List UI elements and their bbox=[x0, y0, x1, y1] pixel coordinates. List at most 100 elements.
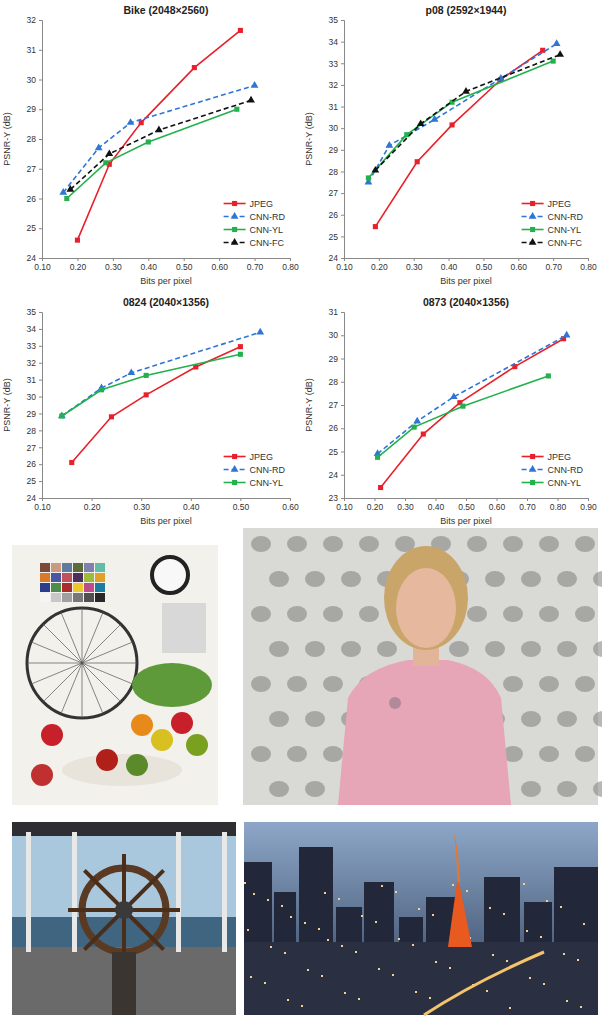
y-axis: 242526272829303132333435 bbox=[27, 307, 43, 503]
window-light bbox=[523, 883, 525, 885]
tick-mark bbox=[527, 498, 528, 501]
y-tick: 32 bbox=[329, 80, 344, 90]
face bbox=[396, 568, 456, 648]
tick-label: 0.50 bbox=[233, 502, 250, 512]
axis-line bbox=[39, 313, 43, 499]
y-tick: 32 bbox=[27, 15, 42, 25]
wallpaper-motif bbox=[323, 746, 343, 762]
window-light bbox=[327, 939, 329, 941]
window-light bbox=[452, 884, 454, 886]
tick-mark bbox=[39, 329, 42, 330]
x-tick: 0.50 bbox=[176, 258, 193, 272]
y-tick: 25 bbox=[27, 223, 42, 233]
tick-label: 26 bbox=[329, 210, 339, 220]
data-point bbox=[192, 65, 197, 70]
legend-marker bbox=[530, 454, 535, 459]
x-tick: 0.20 bbox=[367, 498, 384, 512]
legend-marker bbox=[530, 227, 535, 232]
legend-box bbox=[220, 447, 286, 492]
tick-label: 0.60 bbox=[511, 262, 528, 272]
window-post bbox=[72, 832, 77, 952]
tick-mark bbox=[290, 258, 291, 261]
x-tick: 0.20 bbox=[371, 258, 388, 272]
wheel-spoke bbox=[43, 624, 82, 663]
data-point bbox=[127, 118, 135, 125]
data-point bbox=[385, 141, 393, 148]
y-tick: 29 bbox=[27, 409, 42, 419]
wallpaper-motif bbox=[503, 606, 523, 622]
y-tick: 30 bbox=[27, 392, 42, 402]
window-light bbox=[395, 891, 397, 893]
y-tick: 24 bbox=[27, 253, 42, 263]
tick-label: 26 bbox=[27, 459, 37, 469]
x-tick: 0.10 bbox=[336, 258, 353, 272]
series-line bbox=[378, 335, 567, 454]
tick-mark bbox=[39, 20, 42, 21]
x-tick: 0.30 bbox=[133, 498, 150, 512]
tick-mark bbox=[341, 215, 344, 216]
window-light bbox=[270, 946, 272, 948]
tick-mark bbox=[436, 498, 437, 501]
tick-mark bbox=[405, 498, 406, 501]
legend-marker bbox=[231, 238, 239, 245]
tick-mark bbox=[449, 258, 450, 261]
window-light bbox=[560, 906, 562, 908]
data-point bbox=[64, 196, 69, 201]
bike-wheel bbox=[27, 608, 137, 718]
data-point bbox=[551, 59, 556, 64]
wallpaper-motif bbox=[251, 676, 271, 692]
tick-mark bbox=[255, 258, 256, 261]
wallpaper-motif bbox=[341, 641, 361, 657]
data-point bbox=[238, 344, 243, 349]
legend-marker bbox=[232, 480, 237, 485]
color-patch bbox=[73, 583, 83, 592]
tick-label: 28 bbox=[329, 377, 339, 387]
window-light bbox=[361, 915, 363, 917]
tick-label: 24 bbox=[329, 253, 339, 263]
color-patch bbox=[62, 593, 72, 602]
tick-label: 24 bbox=[329, 470, 339, 480]
tick-label: 33 bbox=[27, 341, 37, 351]
window-light bbox=[267, 899, 269, 901]
tick-label: 0.10 bbox=[336, 502, 353, 512]
tick-label: 26 bbox=[329, 423, 339, 433]
city-base bbox=[244, 942, 598, 1015]
page: Bike (2048×2560)0.100.200.300.400.500.60… bbox=[0, 0, 602, 1018]
test-chart bbox=[162, 603, 206, 653]
wheel-spoke bbox=[82, 663, 121, 702]
window-light bbox=[290, 916, 292, 918]
tick-label: 27 bbox=[27, 164, 37, 174]
photo-background bbox=[12, 545, 218, 805]
tick-mark bbox=[341, 193, 344, 194]
y-tick: 27 bbox=[329, 188, 344, 198]
x-axis-title: Bits per pixel bbox=[440, 516, 492, 526]
legend-marker bbox=[530, 201, 535, 206]
y-tick: 33 bbox=[27, 341, 42, 351]
photo-floor bbox=[12, 947, 236, 1015]
wallpaper-motif bbox=[269, 641, 289, 657]
y-tick: 28 bbox=[329, 167, 344, 177]
tick-mark bbox=[483, 258, 484, 261]
x-tick: 0.10 bbox=[34, 258, 51, 272]
x-axis-title: Bits per pixel bbox=[140, 516, 192, 526]
wallpaper-motif bbox=[521, 641, 541, 657]
data-point bbox=[415, 159, 420, 164]
data-point bbox=[75, 238, 80, 243]
y-tick: 27 bbox=[329, 400, 344, 410]
tick-label: 27 bbox=[329, 400, 339, 410]
tick-label: 0.30 bbox=[397, 502, 414, 512]
legend-label: CNN-FC bbox=[548, 238, 583, 248]
photos bbox=[12, 528, 602, 1015]
window-light bbox=[250, 976, 252, 978]
series-line bbox=[72, 347, 241, 463]
data-point bbox=[366, 175, 371, 180]
window-light bbox=[398, 938, 400, 940]
window-light bbox=[392, 974, 394, 976]
color-patch bbox=[73, 593, 83, 602]
data-point bbox=[556, 50, 564, 57]
data-point bbox=[378, 485, 383, 490]
color-patch bbox=[51, 563, 61, 572]
y-tick: 35 bbox=[329, 15, 344, 25]
tick-label: 32 bbox=[329, 80, 339, 90]
tick-label: 0.40 bbox=[441, 262, 458, 272]
